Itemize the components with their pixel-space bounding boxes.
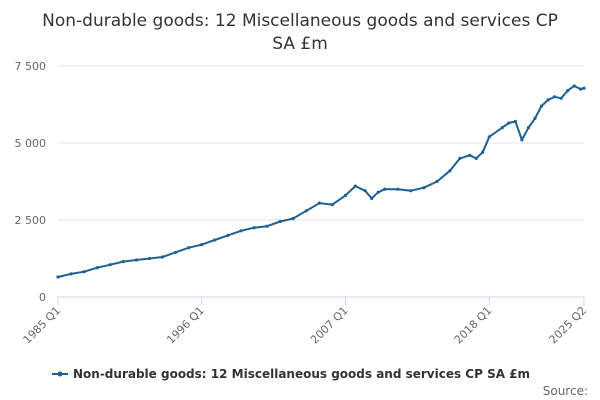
data-point[interactable] xyxy=(363,189,367,193)
data-point[interactable] xyxy=(278,219,282,224)
data-point[interactable] xyxy=(95,266,99,270)
data-point[interactable] xyxy=(376,190,380,194)
data-point[interactable] xyxy=(435,179,439,184)
data-point[interactable] xyxy=(546,98,550,102)
chart-title: Non-durable goods: 12 Miscellaneous good… xyxy=(42,11,558,54)
data-point[interactable] xyxy=(582,86,586,90)
data-point[interactable] xyxy=(304,209,308,213)
data-point[interactable] xyxy=(226,233,230,237)
data-point[interactable] xyxy=(239,229,243,233)
data-point[interactable] xyxy=(383,187,387,191)
data-point[interactable] xyxy=(69,272,73,276)
data-point[interactable] xyxy=(121,260,125,264)
series-layer xyxy=(56,84,586,279)
x-tick-label: 2025 Q2 xyxy=(547,304,590,347)
y-tick-label: 5 000 xyxy=(15,137,47,150)
data-point[interactable] xyxy=(343,193,348,197)
x-tick-label: 2018 Q1 xyxy=(452,304,495,347)
data-point[interactable] xyxy=(160,255,165,259)
x-tick-label: 2007 Q1 xyxy=(308,304,351,347)
data-point[interactable] xyxy=(500,126,504,130)
x-axis: 1985 Q1 1996 Q1 2007 Q1 2018 Q1 2025 Q2 xyxy=(21,296,590,347)
data-point[interactable] xyxy=(213,238,217,242)
data-point[interactable] xyxy=(566,89,570,93)
gridlines xyxy=(58,65,584,221)
data-point[interactable] xyxy=(187,246,191,250)
data-point[interactable] xyxy=(559,96,563,100)
x-tick-label: 1985 Q1 xyxy=(21,304,64,347)
x-tick-label: 1996 Q1 xyxy=(164,304,207,347)
data-point[interactable] xyxy=(409,189,413,193)
data-point[interactable] xyxy=(539,104,544,108)
data-point[interactable] xyxy=(474,156,478,160)
source-label: Source: xyxy=(543,384,588,398)
data-point[interactable] xyxy=(396,187,400,191)
chart-title-line-1: Non-durable goods: 12 Miscellaneous good… xyxy=(42,11,558,31)
data-point[interactable] xyxy=(553,95,557,99)
data-point[interactable] xyxy=(468,153,472,157)
series-line-0[interactable] xyxy=(57,85,585,278)
chart-title-line-2: SA £m xyxy=(272,34,328,54)
legend-label: Non-durable goods: 12 Miscellaneous good… xyxy=(73,367,530,381)
data-point[interactable] xyxy=(252,226,256,230)
data-point[interactable] xyxy=(134,258,138,262)
data-point[interactable] xyxy=(291,216,295,221)
data-point[interactable] xyxy=(481,150,485,154)
data-point[interactable] xyxy=(174,250,178,254)
data-point[interactable] xyxy=(353,184,357,188)
data-point[interactable] xyxy=(520,138,524,142)
data-point[interactable] xyxy=(317,201,321,205)
data-point[interactable] xyxy=(147,256,152,261)
y-axis-ticks: 0 2 500 5 000 7 500 xyxy=(15,60,47,304)
data-point[interactable] xyxy=(370,196,374,200)
data-point[interactable] xyxy=(265,224,269,228)
data-point[interactable] xyxy=(526,126,531,130)
data-point[interactable] xyxy=(200,243,204,247)
data-point[interactable] xyxy=(330,203,334,207)
data-point[interactable] xyxy=(82,270,86,274)
data-point[interactable] xyxy=(513,119,518,123)
data-point[interactable] xyxy=(422,186,426,190)
data-point[interactable] xyxy=(108,263,112,267)
data-point[interactable] xyxy=(458,156,462,160)
legend[interactable]: Non-durable goods: 12 Miscellaneous good… xyxy=(52,367,530,381)
data-point[interactable] xyxy=(448,169,452,173)
y-tick-label: 2 500 xyxy=(15,214,47,227)
legend-point-marker xyxy=(57,371,63,377)
data-point[interactable] xyxy=(507,121,511,125)
data-point[interactable] xyxy=(533,116,537,120)
data-point[interactable] xyxy=(487,135,491,139)
y-tick-label: 0 xyxy=(39,291,46,304)
y-tick-label: 7 500 xyxy=(15,60,47,73)
data-point[interactable] xyxy=(572,84,576,88)
data-point[interactable] xyxy=(579,87,583,91)
data-point[interactable] xyxy=(56,275,60,279)
